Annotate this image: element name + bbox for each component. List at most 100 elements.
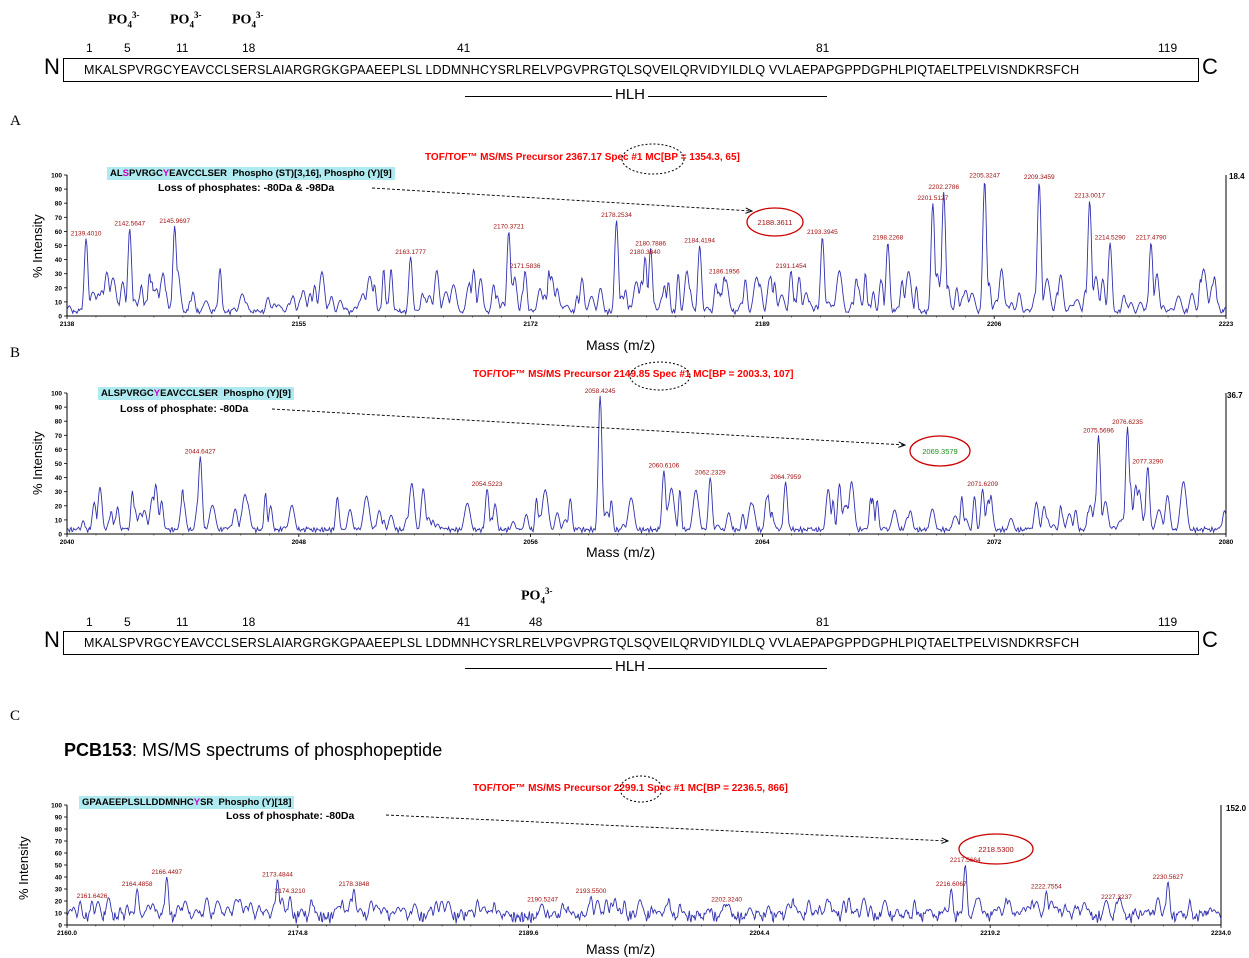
x-tick-label: 2056 (523, 539, 538, 546)
x-tick-label: 2072 (987, 539, 1002, 546)
peak-label: 2190.5247 (527, 897, 558, 904)
peak-label: 2198.2268 (872, 235, 903, 242)
x-tick-label: 2155 (292, 321, 307, 328)
panel-label-a: A (10, 113, 21, 129)
peak-label: 2216.6067 (936, 881, 967, 888)
position-label: 11 (176, 615, 189, 629)
panel-label-c: C (10, 708, 21, 724)
peak-label: 2058.4245 (585, 388, 616, 395)
x-tick-label: 2160.0 (57, 930, 77, 937)
peak-label: 2180.7886 (635, 240, 666, 247)
position-label: 5 (124, 615, 131, 629)
phospho-label-2: PO43- (170, 10, 202, 30)
x-tick-label: 2064 (755, 539, 770, 546)
y-tick-label: 40 (55, 475, 63, 482)
x-tick-label: 2172 (523, 321, 538, 328)
y-tick-label: 60 (55, 851, 63, 858)
sequence-box: MKALSPVRGCYEAVCCLSERSLAIARGRGKGPAAEEPLSL… (63, 631, 1199, 655)
peak-label: 2214.5290 (1095, 235, 1126, 242)
x-tick-label: 2189.6 (519, 930, 539, 937)
y-tick-label: 100 (51, 173, 62, 180)
y-tick-label: 0 (58, 314, 62, 321)
spectrum-trace (66, 865, 1222, 924)
right-max-a: 18.4 (1229, 172, 1245, 181)
y-tick-label: 40 (55, 875, 63, 882)
peak-label: 2170.3721 (493, 223, 524, 230)
peak-label: 2064.7959 (770, 474, 801, 481)
phospho-label-1: PO43- (108, 10, 140, 30)
precursor-circle-b (629, 361, 691, 391)
spectrum-trace (66, 182, 1227, 317)
highlight-peak-label: 2218.5300 (978, 845, 1013, 854)
peak-label: 2213.0017 (1074, 192, 1105, 199)
y-tick-label: 10 (55, 299, 63, 306)
position-label: 18 (242, 41, 256, 55)
x-tick-label: 2040 (60, 539, 75, 546)
peak-label: 2184.4194 (684, 238, 715, 245)
position-label: 1 (86, 41, 93, 55)
y-tick-label: 90 (55, 187, 63, 194)
x-tick-label: 2189 (755, 321, 770, 328)
peak-label: 2077.3290 (1132, 458, 1163, 465)
loss-label-c: Loss of phosphate: -80Da (226, 810, 355, 822)
position-label: 5 (124, 41, 131, 55)
highlight-peak-label: 2069.3579 (922, 447, 957, 456)
x-tick-label: 2174.8 (288, 930, 308, 937)
loss-label-a: Loss of phosphates: -80Da & -98Da (158, 182, 335, 194)
x-tick-label: 2234.0 (1211, 930, 1231, 937)
precursor-circle-a (621, 143, 685, 175)
peak-label: 2171.5836 (510, 263, 541, 270)
right-max-c: 152.0 (1226, 804, 1247, 813)
y-tick-label: 60 (55, 229, 63, 236)
y-tick-label: 50 (55, 863, 63, 870)
peak-label: 2071.6209 (967, 481, 998, 488)
peak-label: 2163.1777 (395, 249, 426, 256)
position-label: 18 (242, 615, 256, 629)
y-tick-label: 50 (55, 461, 63, 468)
y-tick-label: 70 (55, 215, 63, 222)
highlight-ellipse (746, 207, 804, 237)
c-terminus: C (1202, 54, 1218, 79)
hlh-label: HLH (612, 658, 649, 675)
peptide-label-c: GPAAEEPLSLLDDMNHCYSR Phospho (Y)[18] (79, 796, 295, 809)
y-tick-label: 10 (55, 517, 63, 524)
x-tick-label: 2206 (987, 321, 1002, 328)
y-tick-label: 20 (55, 899, 63, 906)
peak-label: 2164.4858 (122, 881, 153, 888)
position-label: 1 (86, 615, 93, 629)
y-tick-label: 0 (58, 923, 62, 930)
spectrum-trace (66, 395, 1227, 535)
precursor-circle-c (619, 775, 663, 803)
y-tick-label: 70 (55, 433, 63, 440)
peak-label: 2201.5127 (917, 195, 948, 202)
y-tick-label: 30 (55, 887, 63, 894)
spectrum-title-b: TOF/TOF™ MS/MS Precursor 2149.85 Spec #1… (473, 369, 794, 380)
peak-label: 2161.6426 (77, 893, 108, 900)
x-tick-label: 2138 (60, 321, 75, 328)
peak-label: 2205.3247 (969, 173, 1000, 180)
spectrum-title-c: TOF/TOF™ MS/MS Precursor 2299.1 Spec #1 … (473, 783, 788, 794)
x-tick-label: 2223 (1219, 321, 1234, 328)
y-tick-label: 90 (55, 405, 63, 412)
panel-label-b: B (10, 345, 21, 361)
y-tick-label: 100 (51, 803, 62, 810)
x-tick-label: 2048 (292, 539, 307, 546)
peak-label: 2217.4790 (1136, 235, 1167, 242)
peak-label: 2186.1956 (709, 269, 740, 276)
peak-label: 2178.3848 (339, 881, 370, 888)
peak-label: 2142.5647 (114, 221, 145, 228)
y-tick-label: 80 (55, 201, 63, 208)
position-label: 11 (176, 41, 189, 55)
phospho-label-3: PO43- (232, 10, 264, 30)
peak-label: 2060.6106 (649, 463, 680, 470)
position-label: 48 (529, 615, 543, 629)
peak-label: 2209.3459 (1024, 174, 1055, 181)
peak-label: 2230.5627 (1153, 874, 1184, 881)
position-label: 119 (1158, 615, 1178, 629)
peak-label: 2202.3240 (711, 897, 742, 904)
peak-label: 2174.3210 (275, 888, 306, 895)
peak-label: 2202.2786 (928, 184, 959, 191)
